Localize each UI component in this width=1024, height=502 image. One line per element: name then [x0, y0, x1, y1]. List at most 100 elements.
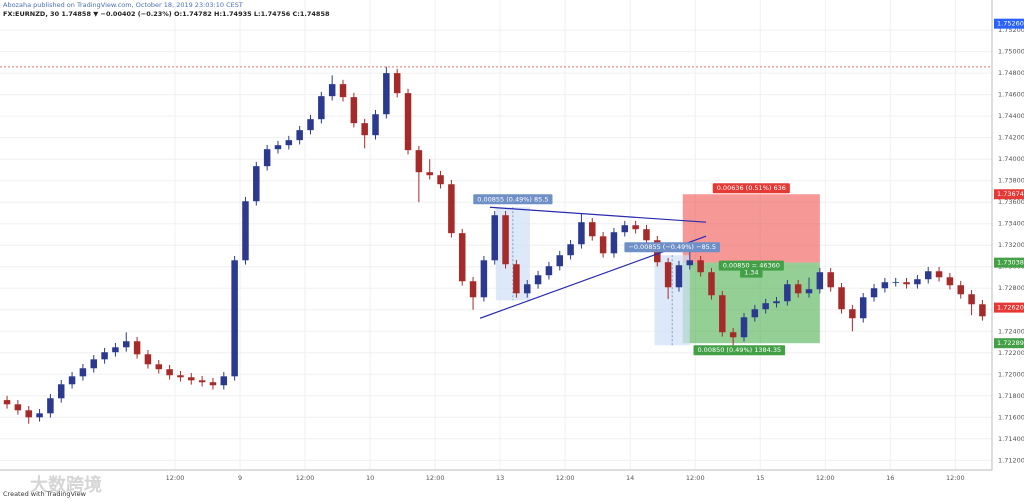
candle-body	[458, 233, 466, 282]
price-label-box	[994, 189, 1024, 200]
price-label-box	[994, 302, 1024, 313]
candle-body	[838, 287, 845, 310]
y-tick-label: 1.72200	[998, 349, 1024, 357]
stop-label-box	[712, 183, 790, 194]
candle-body	[773, 301, 780, 304]
y-tick-label: 1.75000	[998, 48, 1024, 56]
y-tick-label: 1.72800	[998, 284, 1024, 292]
entry-label-box	[718, 260, 784, 271]
candle-body	[318, 96, 325, 120]
candle-body	[437, 175, 444, 185]
candle-body	[621, 225, 629, 233]
candle-body	[729, 332, 737, 338]
x-tick-label: 16	[886, 474, 894, 482]
candle-body	[556, 255, 564, 267]
candle-body	[393, 73, 401, 94]
candle-body	[578, 222, 585, 245]
candle-body	[296, 130, 303, 141]
candle-body	[794, 284, 802, 294]
target-label: 0.00850 (0.49%) 1384.35	[697, 346, 781, 354]
measure-label-box	[624, 242, 720, 253]
candle-body	[112, 347, 119, 353]
candle-body	[188, 377, 195, 381]
candle-body	[534, 275, 542, 285]
candle-body	[404, 93, 412, 151]
y-tick-label: 1.74800	[998, 69, 1024, 77]
candle-body	[686, 260, 694, 266]
y-tick-label: 1.73200	[998, 241, 1024, 249]
candle-body	[610, 232, 618, 254]
publisher-line: Abozaha published on TradingView.com, Oc…	[3, 1, 243, 9]
y-tick-label: 1.74600	[998, 91, 1024, 99]
candle-body	[968, 294, 975, 305]
candle-body	[979, 304, 986, 317]
candle-body	[47, 398, 54, 414]
candle-body	[545, 266, 553, 276]
y-tick-label: 1.74000	[998, 155, 1024, 163]
y-tick-label: 1.73800	[998, 177, 1024, 185]
price-label: 1.73038	[997, 259, 1024, 267]
candle-body	[892, 282, 899, 284]
stop-zone	[682, 194, 820, 263]
measure-label: 0.00855 (0.49%) 85.5	[477, 195, 548, 203]
candle-body	[762, 303, 769, 310]
candle-body	[827, 272, 834, 288]
candle-body	[426, 172, 433, 176]
candle-body	[209, 382, 217, 386]
candle-body	[90, 359, 97, 369]
candle-body	[523, 284, 531, 294]
plot-area: 0.00855 (0.49%) 85.5 −0.00855 (−0.49%) −8…	[0, 0, 992, 470]
candle-body	[57, 384, 65, 399]
candle-body	[372, 114, 379, 136]
x-tick-label: 9	[238, 474, 242, 482]
y-tick-label: 1.71200	[998, 456, 1024, 464]
candle-body	[924, 271, 932, 280]
watermark: 大数跨境	[30, 474, 102, 496]
candle-body	[328, 84, 336, 97]
price-label: 1.72289	[997, 339, 1024, 347]
candle-body	[177, 375, 184, 378]
candle-body	[502, 215, 509, 265]
candle-body	[220, 376, 228, 386]
y-tick-label: 1.74200	[998, 134, 1024, 142]
candle-body	[285, 140, 293, 146]
x-tick-label: 12:00	[946, 474, 965, 482]
candle-body	[751, 309, 759, 318]
candle-body	[307, 119, 314, 131]
candle-body	[675, 265, 683, 288]
y-tick-label: 1.74400	[998, 112, 1024, 120]
candle-body	[784, 284, 791, 302]
entry-label: 1.34	[744, 269, 758, 277]
candle-body	[36, 413, 43, 418]
symbol-line: FX:EURNZD, 30 1.74858 ▼ −0.00402 (−0.23%…	[3, 10, 330, 18]
target-label-box	[693, 345, 786, 356]
y-tick-label: 1.72000	[998, 370, 1024, 378]
measure-label: −0.00855 (−0.49%) −85.5	[628, 243, 716, 251]
candle-body	[914, 279, 921, 285]
candle-body	[339, 84, 347, 98]
price-label: 1.72620	[997, 304, 1024, 312]
candle-body	[870, 288, 878, 298]
x-tick-label: 12:00	[686, 474, 705, 482]
candle-body	[935, 271, 943, 278]
candle-body	[144, 354, 152, 365]
x-tick-label: 12:00	[816, 474, 835, 482]
candle-body	[664, 262, 672, 288]
candle-body	[632, 225, 639, 230]
candle-body	[513, 264, 520, 294]
candle-body	[881, 282, 889, 289]
stop-label: 0.00636 (0.51%) 636	[717, 184, 786, 192]
x-tick-label: 15	[756, 474, 764, 482]
entry-label: 0.00850 = 46360	[723, 262, 780, 270]
candle-body	[740, 317, 748, 338]
candle-body	[383, 73, 390, 115]
candle-body	[25, 410, 32, 418]
candle-body	[448, 184, 455, 234]
x-tick-label: 14	[626, 474, 634, 482]
candle-body	[589, 222, 596, 237]
x-tick-label: 12:00	[556, 474, 575, 482]
candle-body	[599, 236, 607, 254]
candle-body	[719, 295, 726, 333]
candle-body	[155, 364, 163, 370]
